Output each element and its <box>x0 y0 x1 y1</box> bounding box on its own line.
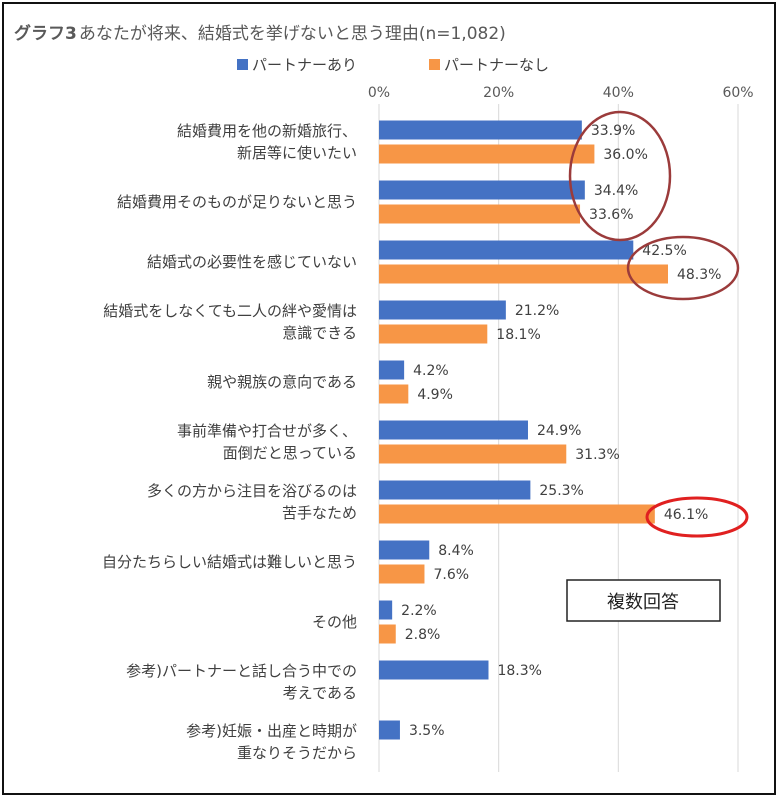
bar-without-partner <box>379 384 409 404</box>
data-label: 42.5% <box>642 243 686 259</box>
data-label: 2.2% <box>401 603 437 619</box>
category-label: 面倒だと思っている <box>223 444 357 462</box>
highlight-ellipse-cost <box>568 110 672 242</box>
data-label: 33.9% <box>591 123 635 139</box>
bar-without-partner <box>379 264 668 284</box>
bar-without-partner <box>379 504 655 524</box>
bars <box>379 120 668 740</box>
category-label: 事前準備や打合せが多く、 <box>177 422 357 440</box>
bar-with-partner <box>379 660 489 680</box>
bar-with-partner <box>379 180 585 200</box>
data-label: 46.1% <box>664 507 708 523</box>
data-label: 7.6% <box>433 567 469 583</box>
x-tick-label: 0% <box>368 85 390 101</box>
category-label: 参考)妊娠・出産と時期が <box>186 722 357 740</box>
x-tick-label: 60% <box>722 85 753 101</box>
bar-with-partner <box>379 420 528 440</box>
data-label: 4.2% <box>413 363 449 379</box>
value-labels: 33.9% 36.0% 34.4% 33.6% 42.5% 48.3% 21.2% 18.1%… <box>401 123 721 739</box>
category-labels: 結婚費用を他の新婚旅行、新居等に使いたい結婚費用そのものが足りないと思う結婚式の… <box>102 122 357 762</box>
data-label: 2.8% <box>405 627 441 643</box>
bar-without-partner <box>379 324 488 344</box>
note-box <box>566 579 721 622</box>
category-label: 苦手なため <box>282 504 357 522</box>
highlight-ellipse-attention <box>645 496 749 538</box>
category-label: 結婚費用そのものが足りないと思う <box>117 193 357 211</box>
data-label: 36.0% <box>603 147 647 163</box>
data-label: 18.3% <box>497 663 541 679</box>
bar-without-partner <box>379 444 567 464</box>
note-text: 複数回答 <box>607 592 679 613</box>
data-label: 21.2% <box>515 303 559 319</box>
data-label: 31.3% <box>575 447 619 463</box>
category-label: 意識できる <box>282 324 357 342</box>
data-label: 25.3% <box>539 483 583 499</box>
bar-without-partner <box>379 564 425 584</box>
bar-with-partner <box>379 540 430 560</box>
bar-with-partner <box>379 120 582 140</box>
x-tick-label: 20% <box>483 85 514 101</box>
chart-title-rest: あなたが将来、結婚式を挙げないと思う理由(n=1,082) <box>79 24 506 44</box>
data-label: 8.4% <box>438 543 474 559</box>
data-label: 33.6% <box>589 207 633 223</box>
category-label: 参考)パートナーと話し合う中での <box>126 662 357 680</box>
bar-with-partner <box>379 600 393 620</box>
category-label: 結婚式の必要性を感じていない <box>147 253 357 271</box>
category-label: 親や親族の意向である <box>207 373 357 391</box>
highlight-ellipse-necessity <box>626 235 740 301</box>
chart-title-lead: グラフ3 <box>14 23 77 44</box>
category-label: その他 <box>312 613 357 631</box>
data-label: 48.3% <box>677 267 721 283</box>
bar-with-partner <box>379 480 531 500</box>
x-tick-label: 40% <box>603 85 634 101</box>
data-label: 34.4% <box>594 183 638 199</box>
category-label: 重なりそうだから <box>237 744 357 762</box>
data-label: 24.9% <box>537 423 581 439</box>
data-label: 3.5% <box>409 723 445 739</box>
category-label: 考えである <box>283 684 357 702</box>
bar-without-partner <box>379 204 581 224</box>
bar-with-partner <box>379 300 506 320</box>
chart-title: グラフ3 あなたが将来、結婚式を挙げないと思う理由(n=1,082) <box>14 23 506 44</box>
category-label: 結婚式をしなくても二人の絆や愛情は <box>103 302 357 320</box>
data-label: 18.1% <box>496 327 540 343</box>
category-label: 自分たちらしい結婚式は難しいと思う <box>102 553 357 571</box>
bar-with-partner <box>379 720 400 740</box>
category-label: 結婚費用を他の新婚旅行、 <box>177 122 357 140</box>
legend-swatch-without-partner <box>429 59 440 70</box>
data-label: 4.9% <box>417 387 453 403</box>
category-label: 新居等に使いたい <box>237 144 357 162</box>
bar-with-partner <box>379 360 405 380</box>
bar-without-partner <box>379 624 396 644</box>
bar-without-partner <box>379 144 595 164</box>
legend-label-without-partner: パートナーなし <box>444 56 549 74</box>
x-axis-ticks: 0% 20% 40% 60% <box>368 85 754 101</box>
category-label: 多くの方から注目を浴びるのは <box>147 482 357 500</box>
legend-swatch-with-partner <box>237 59 248 70</box>
highlight-circles <box>568 110 749 538</box>
bar-with-partner <box>379 240 634 260</box>
legend-label-with-partner: パートナーあり <box>252 56 357 74</box>
